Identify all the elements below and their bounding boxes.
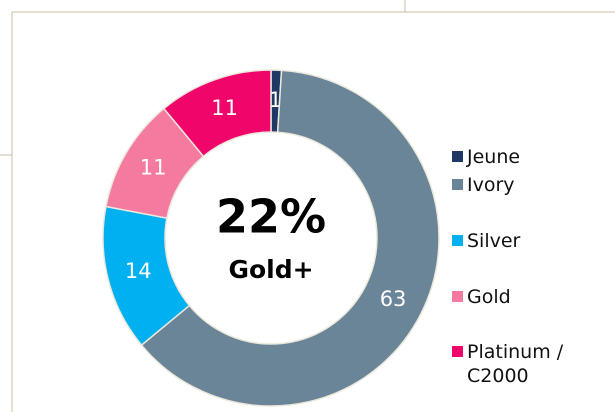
legend-swatch [452,291,463,302]
legend-swatch [452,151,463,162]
legend: Jeune Ivory Silver Gold Platinum / C2000 [452,0,612,412]
legend-swatch [452,179,463,190]
data-label: 14 [125,259,152,283]
legend-swatch [452,346,463,357]
data-label: 11 [211,96,238,120]
legend-item: Silver [452,229,567,253]
legend-swatch [452,235,463,246]
data-label: 63 [380,287,407,311]
legend-label: Silver [467,230,521,252]
legend-label: Ivory [467,174,515,196]
legend-label: Gold [467,286,511,308]
legend-item: Ivory [452,173,567,197]
legend-item: Platinum / C2000 [452,340,567,388]
legend-item: Gold [452,285,567,309]
legend-label: Platinum / C2000 [467,341,564,387]
donut-segment [140,69,440,407]
donut-segment [162,69,272,158]
data-label: 11 [140,155,167,179]
legend-item: Jeune [452,145,567,169]
legend-label: Jeune [467,146,521,168]
center-subtitle: Gold+ [228,255,313,284]
center-title: 22% [216,190,326,244]
